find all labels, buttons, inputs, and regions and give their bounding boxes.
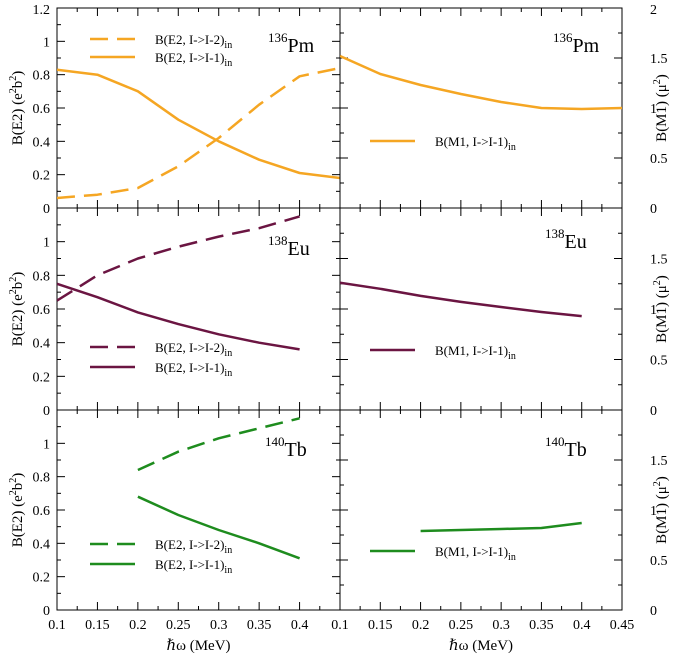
x-tick-label: 0.2 [129, 618, 147, 633]
legend-label: B(M1, I->I-1)in [435, 343, 516, 362]
y-tick-label: 1.5 [650, 52, 668, 67]
x-axis-label: ℏω (MeV) [449, 638, 513, 654]
y-tick-label: 0.8 [33, 269, 51, 284]
x-tick-label: 0.1 [331, 618, 349, 633]
y-axis-label: B(E2) (e2b2) [8, 71, 26, 146]
y-axis-label: B(E2) (e2b2) [8, 473, 26, 548]
y-tick-label: 0.8 [33, 69, 51, 84]
y-tick-label: 1 [650, 102, 657, 117]
x-tick-label: 0.35 [247, 618, 272, 633]
y-tick-label: 1.5 [650, 454, 668, 469]
x-tick-label: 0.25 [449, 618, 474, 633]
panel-bottom-right: 0 0.5 1 1.5 0.1 0.15 0.2 0.25 0.3 0.35 0.4 0.45 ℏω (… [331, 409, 670, 654]
y-axis-label: B(M1) (μ2) [652, 275, 670, 343]
y-tick-label: 0 [650, 404, 657, 419]
series-line-dashed [57, 66, 340, 200]
y-tick-label: 0.5 [650, 554, 668, 569]
legend-label: B(E2, I->I-2)in [155, 537, 232, 556]
y-tick-label: 0.8 [33, 471, 51, 486]
y-tick-label: 0.4 [33, 135, 51, 150]
x-tick-label: 0.25 [166, 618, 191, 633]
y-tick-label: 1 [650, 303, 657, 318]
y-tick-label: 0.2 [33, 571, 51, 586]
y-tick-label: 0 [650, 604, 657, 619]
legend-label: B(M1, I->I-1)in [435, 134, 516, 153]
x-tick-label: 0.4 [573, 618, 591, 633]
panel-middle-left: 0 0.2 0.4 0.6 0.8 1 B(E2) (e2b2) 138Eu B(E2, I->… [8, 207, 341, 419]
y-tick-label: 0.2 [33, 169, 51, 184]
x-axis-label: ℏω (MeV) [166, 638, 230, 654]
y-axis-label: B(M1) (μ2) [652, 74, 670, 142]
y-tick-label: 0.5 [650, 354, 668, 369]
x-tick-label: 0.45 [610, 618, 635, 633]
legend-label: B(E2, I->I-1)in [155, 557, 232, 576]
series-line-dashed [57, 215, 300, 302]
nucleus-label: 140Tb [545, 434, 587, 461]
legend-label: B(E2, I->I-2)in [155, 32, 232, 51]
legend-label: B(M1, I->I-1)in [435, 544, 516, 563]
x-tick-label: 0.35 [529, 618, 554, 633]
y-tick-label: 0.6 [33, 102, 51, 117]
x-tick-label: 0.4 [291, 618, 309, 633]
y-tick-label: 1.2 [33, 3, 51, 18]
y-tick-label: 0.5 [650, 152, 668, 167]
panel-top-left: 0 0.2 0.4 0.6 0.8 1 1.2 B(E2) (e2b2) 136Pm B(E2, … [8, 3, 341, 217]
series-line-solid [57, 68, 340, 180]
series-line-solid [57, 282, 300, 351]
nucleus-label: 136Pm [268, 30, 315, 57]
y-axis-label: B(M1) (μ2) [652, 476, 670, 544]
nucleus-label: 138Eu [545, 226, 587, 253]
y-tick-label: 1 [43, 437, 50, 452]
panel-bottom-left: 0 0.2 0.4 0.6 0.8 1 0.1 0.15 0.2 0.25 0.3 0.35 0.4 ℏω… [8, 409, 341, 654]
y-tick-label: 2 [650, 3, 657, 18]
y-tick-label: 1 [650, 504, 657, 519]
nucleus-label: 140Tb [265, 434, 307, 461]
x-tick-label: 0.2 [412, 618, 430, 633]
x-tick-label: 0.15 [368, 618, 393, 633]
y-tick-label: 0 [650, 202, 657, 217]
legend-label: B(E2, I->I-2)in [155, 340, 232, 359]
y-axis-label: B(E2) (e2b2) [8, 272, 26, 347]
x-tick-label: 0.1 [48, 618, 66, 633]
x-tick-label: 0.3 [210, 618, 228, 633]
series-line-solid [137, 495, 301, 560]
legend-label: B(E2, I->I-1)in [155, 50, 232, 69]
nucleus-label: 138Eu [268, 233, 310, 260]
y-tick-label: 0 [43, 404, 50, 419]
panel-middle-right: 0 0.5 1 1.5 B(M1) (μ2) 138Eu B(M1, I->I-1)in [339, 207, 670, 419]
y-tick-label: 1 [43, 35, 50, 50]
y-tick-label: 0.6 [33, 303, 51, 318]
panel-top-right: 0 0.5 1 1.5 2 B(M1) (μ2) 136Pm B(M1, I->I-1)in [339, 3, 670, 217]
y-tick-label: 0.6 [33, 504, 51, 519]
x-tick-label: 0.3 [492, 618, 510, 633]
y-tick-label: 0.2 [33, 370, 51, 385]
y-tick-label: 0.4 [33, 337, 51, 352]
series-line-dashed [137, 417, 300, 472]
series-line-solid [340, 281, 582, 318]
legend-label: B(E2, I->I-1)in [155, 360, 232, 379]
y-tick-label: 0.4 [33, 537, 51, 552]
y-tick-label: 0 [43, 202, 50, 217]
x-tick-label: 0.15 [85, 618, 110, 633]
series-line-solid [340, 54, 622, 111]
y-tick-label: 1 [43, 236, 50, 251]
y-tick-label: 0 [43, 604, 50, 619]
series-line-solid [420, 521, 582, 533]
nucleus-label: 136Pm [553, 30, 600, 57]
y-tick-label: 1.5 [650, 253, 668, 268]
